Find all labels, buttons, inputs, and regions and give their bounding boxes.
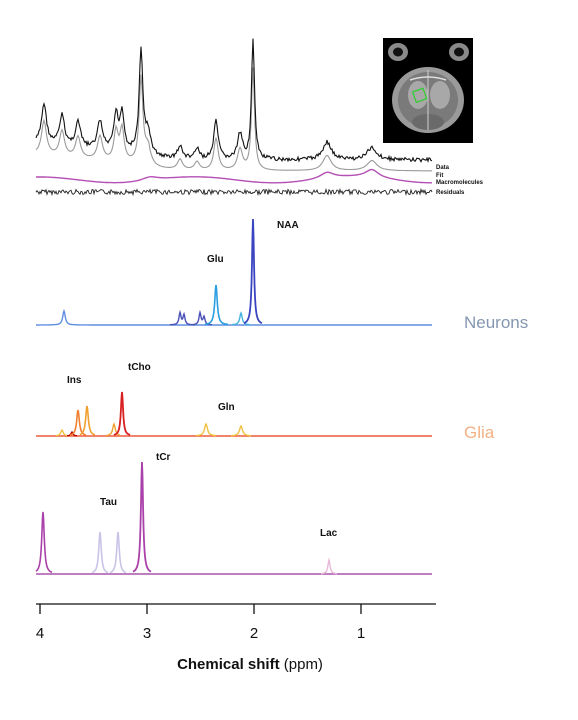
tcr-peak bbox=[132, 461, 152, 573]
label-tcr: tCr bbox=[156, 452, 171, 463]
glia-peak-small bbox=[56, 428, 68, 437]
glia-basis-spectra bbox=[36, 391, 432, 437]
mri-inset-image bbox=[383, 38, 473, 143]
x-tick-label: 4 bbox=[36, 625, 44, 642]
naa-peak bbox=[243, 218, 263, 324]
x-tick-label: 2 bbox=[250, 625, 258, 642]
label-naa: NAA bbox=[277, 220, 299, 231]
neurons-basis-spectra bbox=[36, 218, 432, 326]
label-glu: Glu bbox=[207, 254, 224, 265]
neurons-small-peak bbox=[231, 311, 251, 326]
label-gln: Gln bbox=[218, 402, 235, 413]
label-ins: Ins bbox=[67, 375, 82, 386]
x-tick-label: 1 bbox=[357, 625, 365, 642]
neurons-peak-left bbox=[36, 308, 432, 326]
tau-peak-1 bbox=[91, 531, 109, 574]
group-label-glia: Glia bbox=[464, 423, 495, 442]
x-tick-label: 3 bbox=[143, 625, 151, 642]
label-tau: Tau bbox=[100, 497, 117, 508]
ins-peak-1 bbox=[69, 409, 87, 436]
group-label-neurons: Neurons bbox=[464, 313, 528, 332]
label-lac: Lac bbox=[320, 528, 338, 539]
glia-peak-red-small bbox=[66, 430, 78, 437]
x-axis: 4 3 2 1 Chemical shift (ppm) bbox=[36, 603, 436, 673]
legend-fit: Fit bbox=[436, 173, 443, 179]
tcho-peak bbox=[113, 391, 131, 436]
other-basis-spectra bbox=[35, 461, 432, 575]
label-tcho: tCho bbox=[128, 362, 151, 373]
x-axis-title: Chemical shift (ppm) bbox=[177, 656, 323, 673]
gln-peak-1 bbox=[196, 422, 216, 437]
lac-peak bbox=[321, 557, 337, 575]
gln-peak-2 bbox=[231, 424, 251, 437]
data-curve bbox=[35, 38, 433, 163]
residuals-curve bbox=[35, 187, 433, 197]
glia-peak-mid bbox=[106, 422, 121, 437]
neurons-multiplet-a bbox=[169, 309, 195, 326]
legend-data: Data bbox=[436, 165, 450, 171]
macromolecules-curve bbox=[36, 168, 432, 184]
ins-peak-2 bbox=[79, 405, 96, 436]
legend-macromolecules: Macromolecules bbox=[436, 180, 484, 186]
fit-curve bbox=[35, 67, 432, 172]
spectrum-fit-panel: Data Fit Macromolecules Residuals bbox=[35, 38, 484, 197]
bottom-peak-left bbox=[35, 511, 53, 574]
glu-peak bbox=[204, 284, 229, 326]
legend-residuals: Residuals bbox=[436, 190, 465, 196]
tau-peak-2 bbox=[109, 531, 127, 574]
